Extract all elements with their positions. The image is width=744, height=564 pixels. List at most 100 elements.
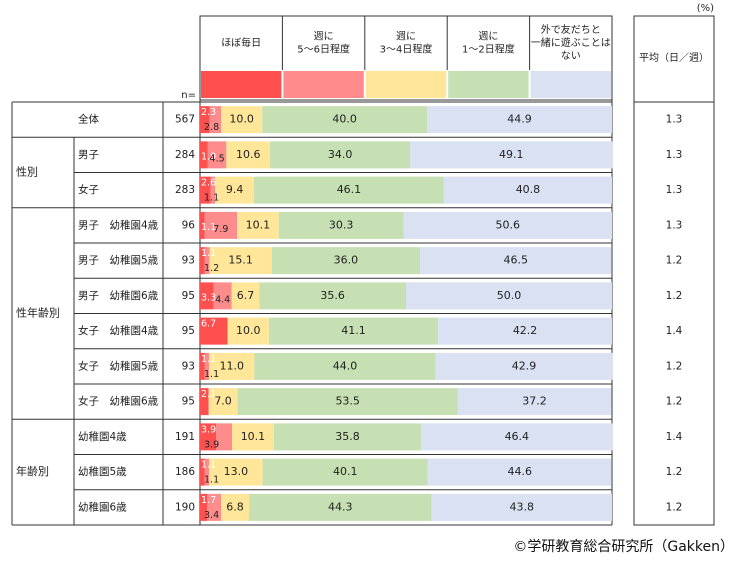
bar-segment (200, 211, 205, 239)
bar-segment (262, 106, 428, 134)
bar-segment (221, 106, 263, 134)
bar-value-label: 44.6 (507, 465, 532, 478)
row-average: 1.3 (666, 114, 683, 126)
bar-segment (200, 317, 228, 345)
bar-segment (207, 493, 222, 521)
bar-value-label: 3.9 (201, 424, 216, 435)
bar-segment (200, 352, 205, 380)
bar-value-label: 2.8 (204, 122, 219, 133)
bar-segment (232, 423, 274, 451)
bar-segment (427, 458, 612, 486)
bar-segment (427, 106, 612, 134)
bar-segment (200, 458, 205, 486)
bar-segment (406, 282, 612, 310)
bar-value-label: 41.1 (341, 324, 366, 337)
bar-value-label: 1.1 (201, 248, 216, 259)
legend-label: 3～4日程度 (380, 43, 433, 56)
bar-segment (204, 211, 238, 239)
bar-segment (200, 388, 209, 416)
legend-label: ほぼ毎日 (221, 36, 261, 49)
bar-value-label: 10.6 (236, 148, 261, 161)
bar-segment (421, 423, 613, 451)
bar-segment (204, 352, 210, 380)
row-average: 1.4 (666, 325, 683, 337)
bar-value-label: 50.6 (496, 218, 521, 231)
bar-value-label: 36.0 (334, 254, 359, 267)
legend-label: 外で友だちと (541, 23, 601, 36)
n-header: n= (181, 90, 196, 101)
bar-value-label: 4.4 (215, 294, 230, 305)
bar-segment (262, 458, 428, 486)
row-label: 幼稚園5歳 (78, 465, 127, 478)
row-label: 女子 幼稚園5歳 (78, 359, 159, 372)
row-average: 1.3 (666, 184, 683, 196)
bar-value-label: 40.0 (332, 113, 357, 126)
legend-label: 一緒に遊ぶことは (531, 36, 611, 49)
bar-value-label: 1.1 (201, 222, 216, 233)
bar-value-label: 49.1 (499, 148, 524, 161)
bar-segment (200, 423, 217, 451)
row-average: 1.2 (666, 501, 683, 513)
row-average: 1.2 (666, 255, 683, 267)
bar-segment (270, 141, 411, 169)
bar-value-label: 42.9 (512, 359, 537, 372)
bar-segment (210, 176, 216, 204)
bar-value-label: 2.1 (201, 389, 216, 400)
row-average: 1.2 (666, 466, 683, 478)
bar-value-label: 10.0 (229, 113, 254, 126)
row-average: 1.2 (666, 290, 683, 302)
bar-value-label: 46.1 (337, 183, 362, 196)
bar-value-label: 50.0 (497, 289, 522, 302)
row-label: 女子 幼稚園6歳 (78, 395, 159, 408)
legend-swatch (448, 71, 529, 98)
group-label: 年齢別 (16, 464, 49, 478)
bar-value-label: 44.9 (507, 113, 532, 126)
bar-segment (226, 141, 271, 169)
row-label: 幼稚園4歳 (78, 430, 127, 443)
bar-segment (200, 141, 208, 169)
legend-label: 週に (314, 31, 334, 43)
bar-value-label: 1.1 (201, 460, 216, 471)
row-label: 女子 (78, 183, 99, 196)
bar-value-label: 46.4 (505, 430, 530, 443)
bar-segment (207, 141, 227, 169)
row-n: 93 (182, 360, 195, 372)
row-n: 95 (182, 396, 195, 408)
bar-value-label: 10.1 (241, 430, 266, 443)
bar-value-label: 46.5 (504, 254, 529, 267)
bar-segment (249, 493, 432, 521)
bar-value-label: 1.7 (201, 495, 216, 506)
bar-value-label: 1.1 (204, 193, 219, 204)
bar-segment (435, 352, 613, 380)
row-average: 1.3 (666, 219, 683, 231)
bar-segment (209, 352, 255, 380)
bar-value-label: 10.0 (236, 324, 261, 337)
bar-segment (259, 282, 406, 310)
bar-value-label: 1.1 (201, 354, 216, 365)
row-label: 男子 (78, 149, 99, 161)
bar-value-label: 40.8 (516, 183, 541, 196)
bar-segment (209, 106, 222, 134)
bar-value-label: 6.7 (237, 289, 255, 302)
row-n: 95 (182, 290, 195, 302)
bar-value-label: 44.3 (328, 500, 353, 513)
row-n: 284 (175, 149, 195, 161)
legend-label: 5～6日程度 (297, 43, 350, 56)
percent-unit-label: (%) (697, 3, 714, 14)
bar-value-label: 3.9 (204, 439, 219, 450)
row-label: 全体 (78, 113, 99, 126)
legend-label: 週に (478, 31, 498, 43)
bar-value-label: 11.0 (219, 359, 244, 372)
bar-value-label: 6.8 (226, 500, 244, 513)
bar-segment (431, 493, 612, 521)
bar-value-label: 7.9 (213, 224, 228, 235)
bar-segment (231, 282, 260, 310)
bar-segment (200, 493, 208, 521)
bar-segment (227, 317, 269, 345)
bar-value-label: 15.1 (228, 254, 253, 267)
bar-segment (268, 317, 439, 345)
bar-value-label: 2.3 (201, 107, 216, 118)
bar-segment (204, 458, 210, 486)
bar-segment (200, 106, 210, 134)
bar-value-label: 7.0 (214, 395, 232, 408)
